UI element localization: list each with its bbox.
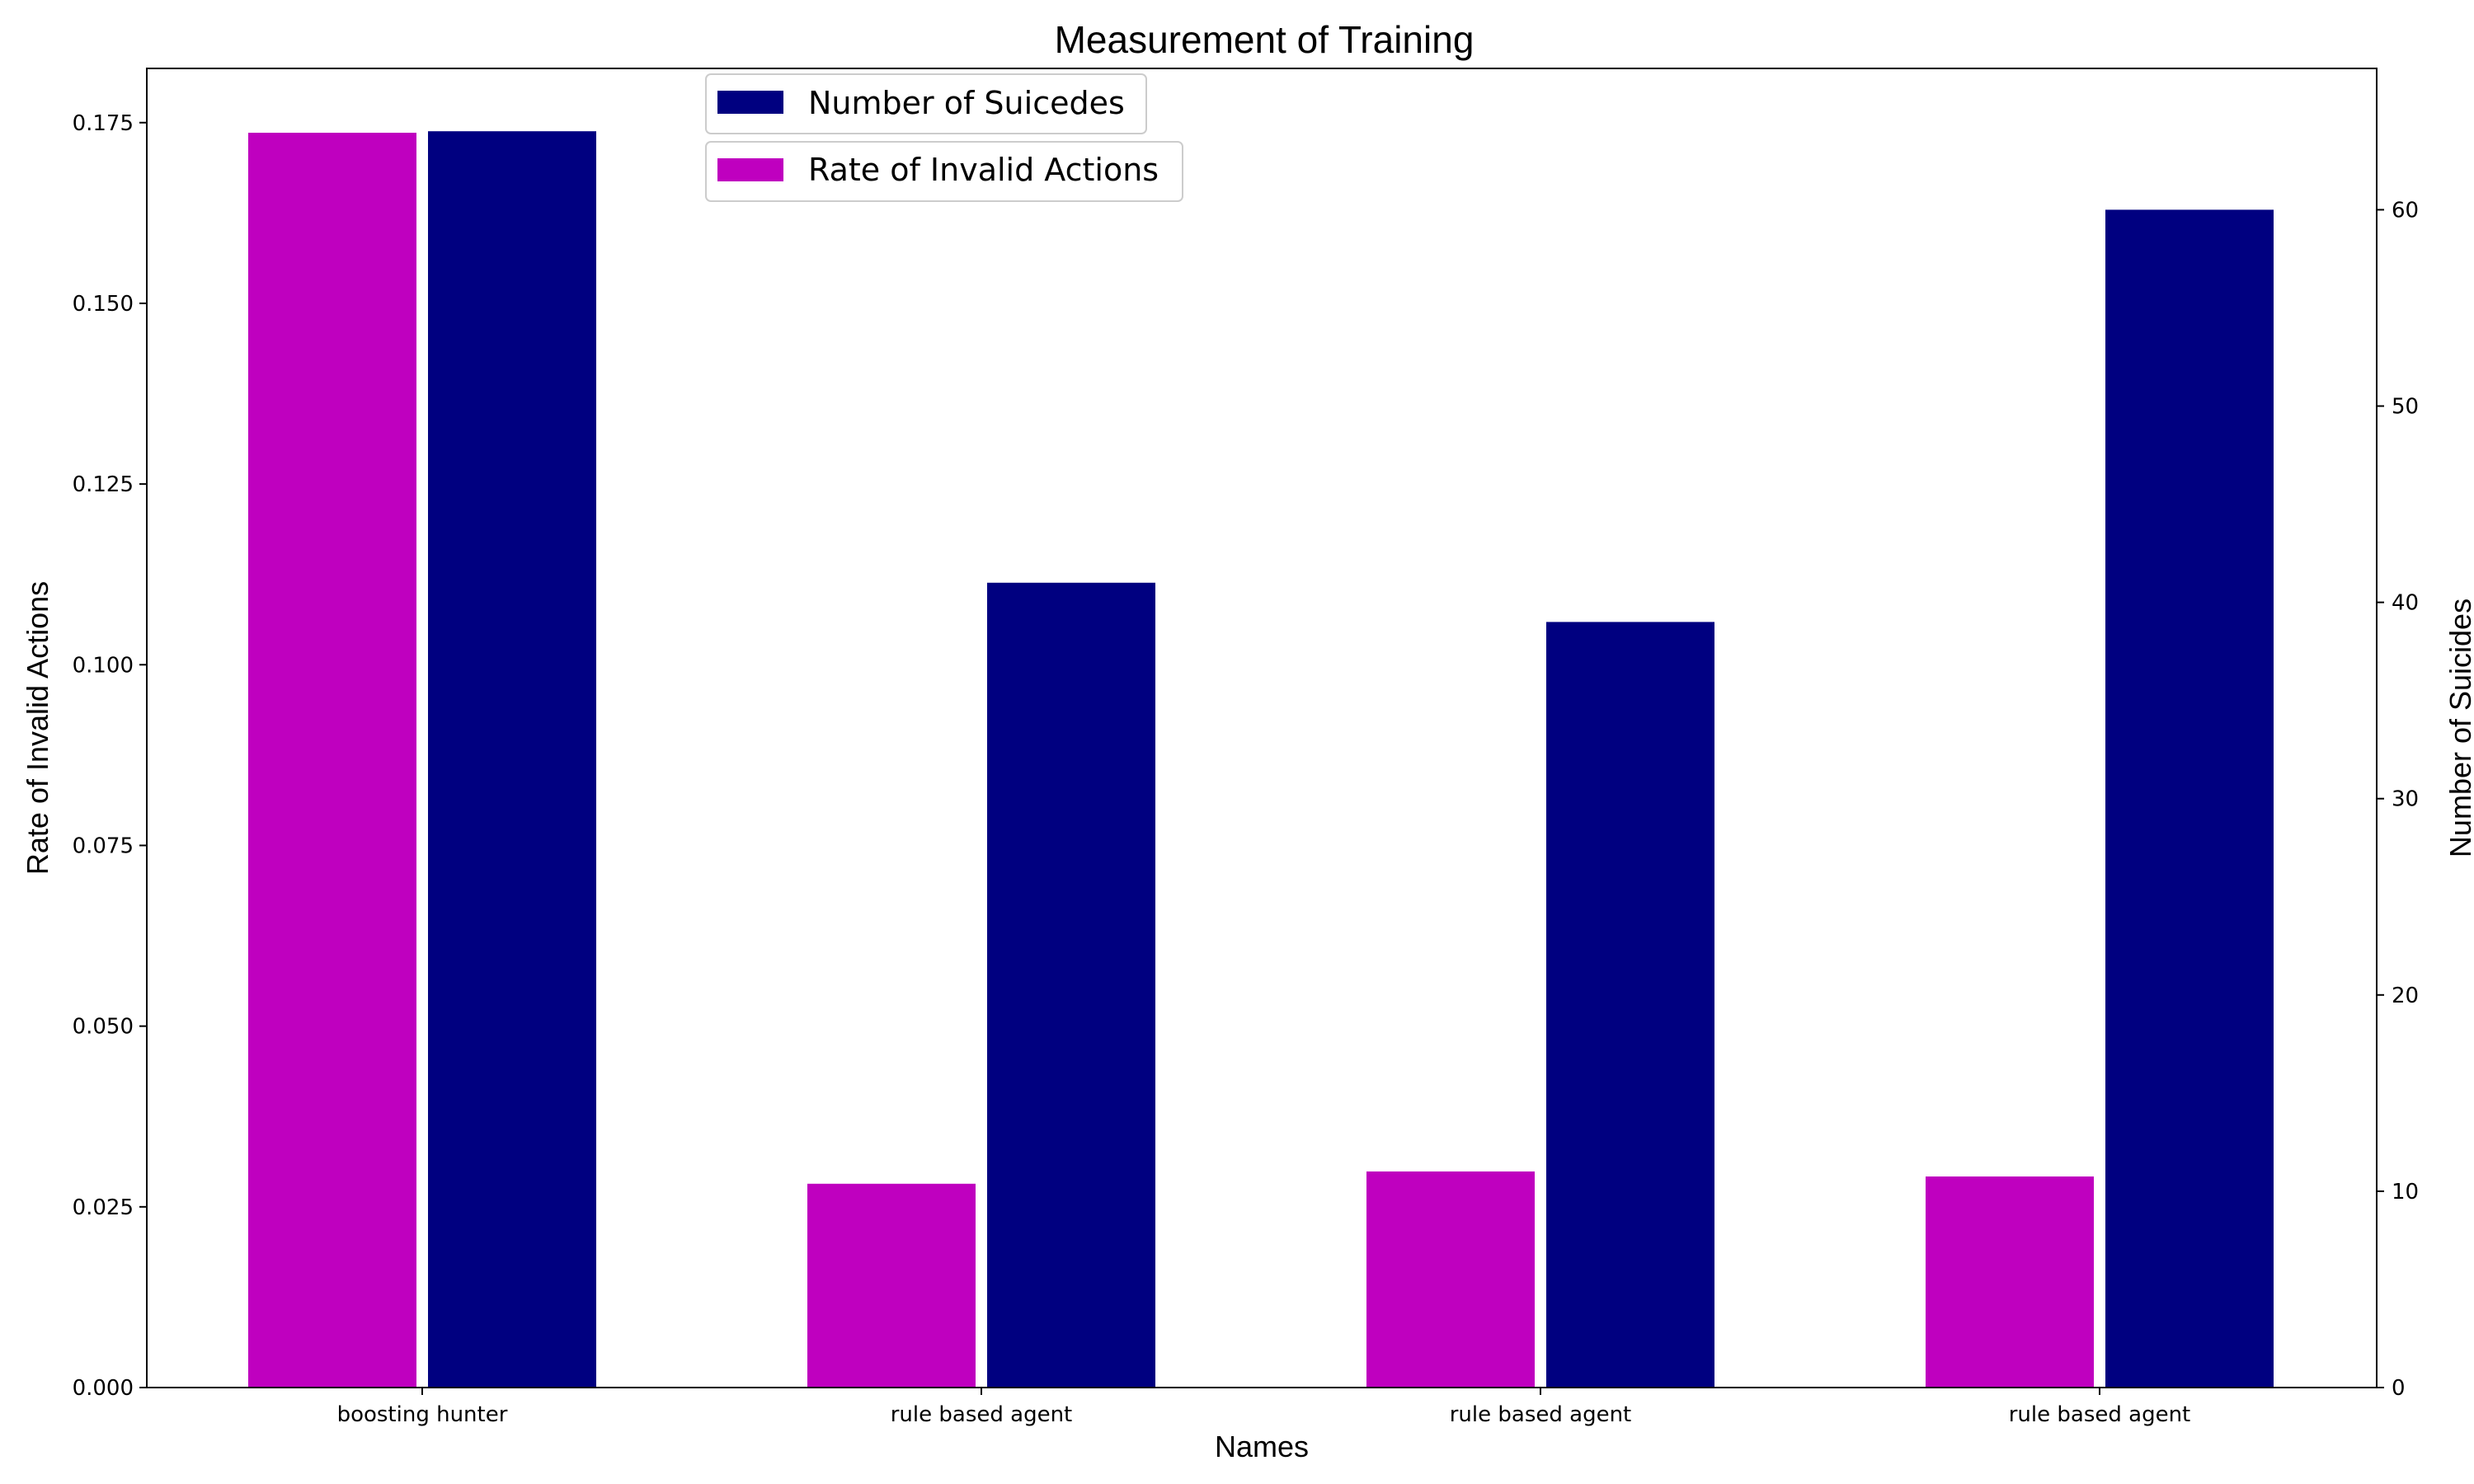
plot-frame (146, 68, 2378, 1388)
y-right-tick-label: 10 (2392, 1180, 2419, 1205)
legend-label-invalid-actions: Rate of Invalid Actions (808, 152, 1159, 188)
x-tick-label: rule based agent (2009, 1402, 2191, 1427)
y-left-tick-label: 0.100 (73, 653, 134, 678)
bar-invalid-actions-3 (1926, 1176, 2094, 1388)
y-right-tick-label: 20 (2392, 984, 2419, 1008)
y-right-tick-label: 0 (2392, 1376, 2406, 1401)
legend-swatch-suicides (717, 91, 783, 114)
legend-label-suicides: Number of Suicedes (808, 85, 1125, 121)
ticks-layer: boosting hunter rule based agent rule base… (73, 111, 2420, 1427)
y-left-tick-label: 0.050 (73, 1015, 134, 1040)
y-left-tick-label: 0.025 (73, 1195, 134, 1220)
y-left-tick-label: 0.000 (73, 1376, 134, 1401)
bar-invalid-actions-1 (807, 1183, 976, 1388)
y-axis-left-label: Rate of Invalid Actions (21, 581, 54, 875)
x-tick-label: boosting hunter (337, 1402, 508, 1427)
bar-invalid-actions-0 (248, 133, 416, 1388)
y-right-tick-label: 50 (2392, 395, 2419, 420)
y-left-tick-label: 0.150 (73, 292, 134, 317)
legend: Number of Suicedes Rate of Invalid Actio… (705, 73, 1183, 202)
bar-suicides-3 (2105, 209, 2274, 1388)
y-left-tick-label: 0.075 (73, 834, 134, 858)
y-right-tick-label: 60 (2392, 198, 2419, 223)
x-axis-label: Names (1215, 1430, 1309, 1463)
y-left-tick-label: 0.125 (73, 472, 134, 497)
y-left-tick-label: 0.175 (73, 111, 134, 136)
bar-invalid-actions-2 (1366, 1171, 1535, 1388)
legend-swatch-invalid-actions (717, 158, 783, 181)
legend-box-invalid-actions (705, 141, 1183, 202)
bar-suicides-2 (1546, 622, 1714, 1388)
chart-title: Measurement of Training (1055, 18, 1475, 61)
bar-suicides-0 (428, 131, 596, 1388)
bar-suicides-1 (987, 582, 1155, 1388)
y-right-tick-label: 40 (2392, 591, 2419, 616)
y-right-tick-label: 30 (2392, 787, 2419, 812)
x-tick-label: rule based agent (891, 1402, 1073, 1427)
bars-layer (248, 131, 2274, 1388)
legend-box-suicides (705, 73, 1147, 134)
y-axis-right-label: Number of Suicides (2443, 599, 2474, 857)
x-tick-label: rule based agent (1450, 1402, 1632, 1427)
